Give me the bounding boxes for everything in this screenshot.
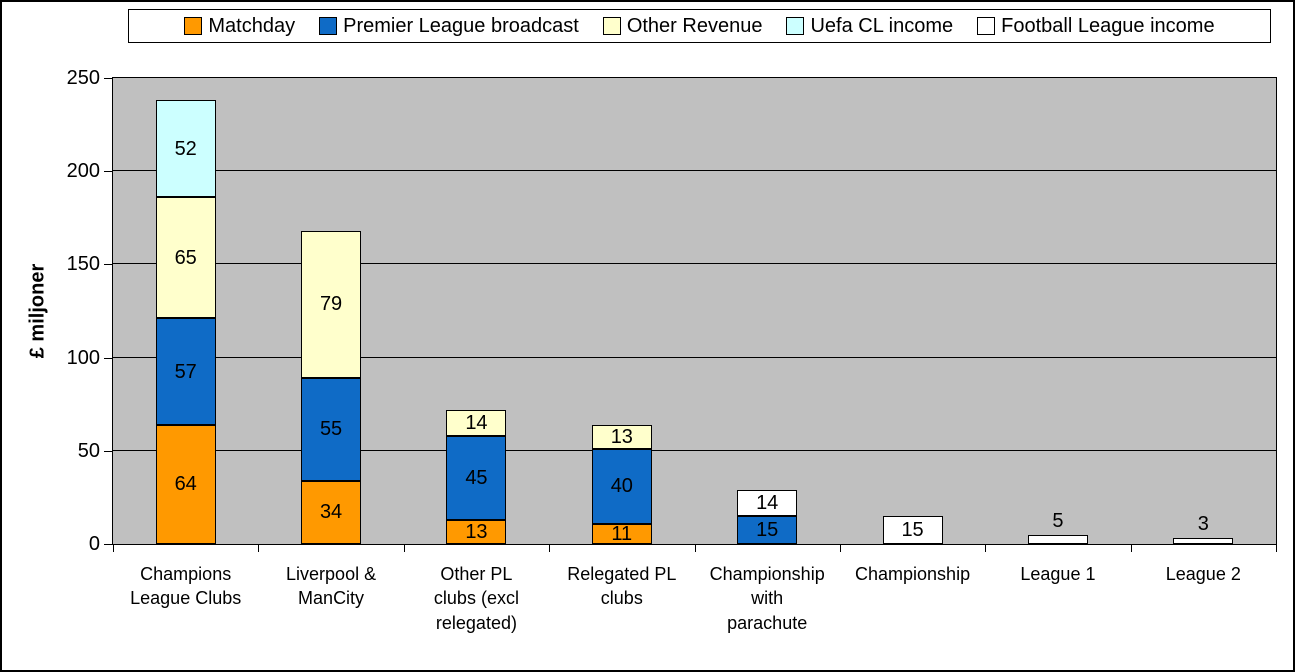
gridline bbox=[113, 356, 1276, 358]
bar-value-label: 64 bbox=[174, 473, 197, 496]
y-tick-mark bbox=[104, 544, 112, 545]
x-category-label: League 2 bbox=[1165, 564, 1241, 584]
bar-value-label: 55 bbox=[319, 418, 343, 441]
bar-stack: 15 14 bbox=[737, 489, 798, 544]
x-category-label: Championship with parachute bbox=[709, 564, 825, 633]
gridline bbox=[113, 449, 1276, 451]
bar-segment: 13 bbox=[591, 424, 652, 449]
x-category-label: Relegated PL clubs bbox=[567, 564, 677, 609]
bar-segment: 57 bbox=[155, 318, 216, 425]
x-tick-mark bbox=[1130, 545, 1132, 552]
y-tick-label: 0 bbox=[88, 533, 100, 555]
bar-segment: 14 bbox=[737, 489, 798, 517]
bar-value-label: 15 bbox=[756, 519, 779, 542]
bar-segment: 14 bbox=[446, 409, 507, 436]
x-tick-mark bbox=[258, 545, 260, 552]
bar-segment: 15 bbox=[882, 516, 943, 544]
bar-value-label: 52 bbox=[174, 137, 197, 160]
bar-stack: 15 bbox=[882, 516, 943, 544]
bar-segment: 79 bbox=[301, 230, 362, 379]
x-tick-mark bbox=[113, 545, 114, 552]
bar-value-label: 13 bbox=[610, 425, 633, 448]
bar-stack bbox=[1027, 534, 1088, 544]
x-category-label: Championship bbox=[855, 564, 971, 584]
legend-item: Football League income bbox=[977, 14, 1215, 38]
y-tick-label: 50 bbox=[77, 439, 100, 462]
bar-stack bbox=[1173, 538, 1234, 544]
y-tick-label: 250 bbox=[66, 67, 100, 89]
y-tick-mark bbox=[104, 357, 112, 359]
bar-value-label: 3 bbox=[1197, 513, 1209, 536]
legend-swatch-icon bbox=[602, 17, 621, 35]
bar-segment: 11 bbox=[591, 522, 652, 545]
bar-segment: 52 bbox=[155, 100, 216, 198]
bar-value-label: 11 bbox=[611, 522, 633, 545]
legend-swatch-icon bbox=[977, 17, 996, 35]
gridline bbox=[113, 263, 1276, 265]
legend-item: Matchday bbox=[184, 15, 295, 38]
bar-stack: 64 57 65 52 bbox=[155, 100, 216, 544]
legend-label: Premier League broadcast bbox=[343, 14, 579, 37]
legend-label: Football League income bbox=[1001, 14, 1215, 37]
x-tick-mark bbox=[403, 545, 405, 552]
legend-item: Uefa CL income bbox=[786, 15, 953, 38]
bar-value-label: 45 bbox=[465, 466, 488, 489]
y-tick-label: 200 bbox=[66, 160, 100, 183]
bar-segment: 13 bbox=[446, 519, 507, 544]
bar-segment: 40 bbox=[591, 448, 652, 524]
bar-stack: 13 45 14 bbox=[446, 409, 507, 544]
y-tick-mark bbox=[104, 264, 112, 266]
bar-stack: 11 40 13 bbox=[591, 424, 652, 545]
bar-stack: 34 55 79 bbox=[301, 230, 362, 544]
y-tick-mark bbox=[104, 450, 112, 452]
y-tick-mark bbox=[104, 171, 112, 173]
legend-label: Uefa CL income bbox=[810, 14, 954, 37]
bar-segment: 45 bbox=[446, 435, 507, 520]
x-tick-mark bbox=[985, 545, 987, 552]
bar-value-label: 79 bbox=[319, 293, 343, 316]
x-tick-mark bbox=[1276, 545, 1277, 552]
bar-segment bbox=[1027, 534, 1088, 544]
legend: Matchday Premier League broadcast Other Re… bbox=[128, 9, 1271, 43]
bar-value-label: 5 bbox=[1052, 509, 1064, 532]
x-tick-mark bbox=[694, 545, 696, 552]
bar-segment: 15 bbox=[737, 516, 798, 544]
legend-label: Matchday bbox=[208, 14, 296, 37]
bar-segment bbox=[1173, 538, 1234, 544]
legend-item: Other Revenue bbox=[602, 14, 763, 38]
bar-segment: 65 bbox=[155, 197, 216, 319]
bar-value-label: 14 bbox=[465, 411, 488, 434]
x-tick-mark bbox=[549, 545, 551, 552]
legend-swatch-icon bbox=[786, 17, 805, 35]
bar-segment: 34 bbox=[301, 480, 362, 544]
legend-label: Other Revenue bbox=[626, 14, 763, 37]
bar-segment: 55 bbox=[301, 378, 362, 481]
bar-value-label: 40 bbox=[610, 475, 633, 498]
bar-value-label: 34 bbox=[319, 501, 343, 524]
gridline bbox=[113, 170, 1276, 172]
bar-value-label: 65 bbox=[174, 246, 197, 269]
legend-item: Premier League broadcast bbox=[319, 15, 579, 38]
y-axis-title: £ miljoner bbox=[26, 263, 49, 359]
bar-value-label: 15 bbox=[901, 519, 924, 542]
y-tick-label: 150 bbox=[66, 253, 100, 276]
legend-swatch-icon bbox=[184, 17, 203, 35]
plot-area: 64 57 65 52 34 55 79 13 45 14 11 40 13 15 14 15 5 3 bbox=[112, 77, 1277, 545]
x-category-label: League 1 bbox=[1020, 564, 1096, 584]
legend-swatch-icon bbox=[319, 17, 338, 35]
y-tick-label: 100 bbox=[66, 346, 100, 369]
x-category-label: Champions League Clubs bbox=[130, 564, 242, 609]
x-tick-mark bbox=[839, 545, 841, 552]
x-category-label: Liverpool & ManCity bbox=[286, 564, 377, 609]
bar-value-label: 14 bbox=[756, 492, 779, 514]
x-category-label: Other PL clubs (excl relegated) bbox=[433, 564, 519, 633]
y-tick-mark bbox=[104, 78, 112, 79]
bar-segment: 64 bbox=[155, 424, 216, 544]
bar-value-label: 13 bbox=[465, 520, 488, 543]
bar-value-label: 57 bbox=[174, 360, 197, 383]
